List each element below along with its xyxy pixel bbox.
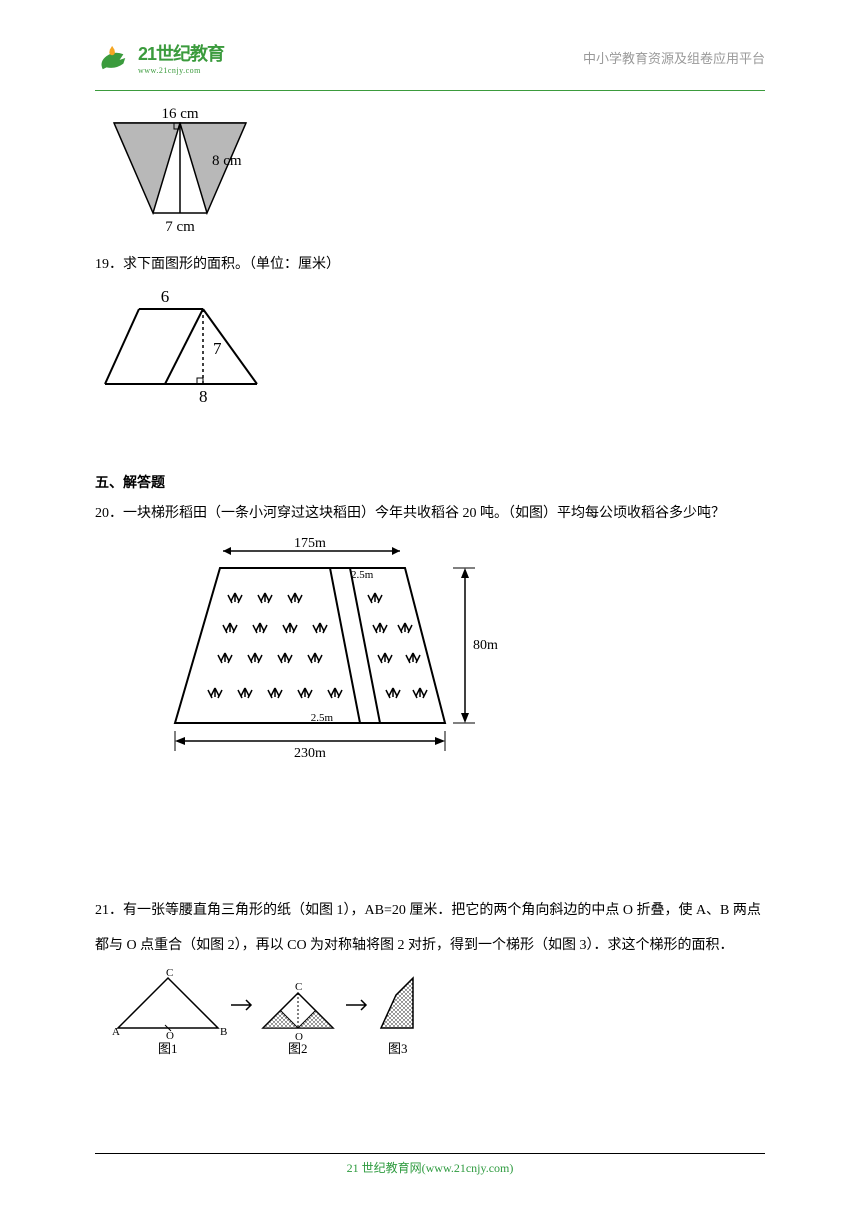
question-21: 21．有一张等腰直角三角形的纸（如图 1），AB=20 厘米．把它的两个角向斜边…: [95, 893, 765, 1072]
page-header: 21世纪教育 www.21cnjy.com 中小学教育资源及组卷应用平台: [95, 40, 765, 75]
q20-river-bot: 2.5m: [311, 712, 334, 724]
question-19: 19．求下面图形的面积。（单位：厘米）: [95, 251, 765, 279]
figure-q19: 6 7 8: [95, 284, 765, 417]
header-right-text: 中小学教育资源及组卷应用平台: [583, 48, 765, 67]
q21-text-content: 21．有一张等腰直角三角形的纸（如图 1），AB=20 厘米．把它的两个角向斜边…: [95, 903, 761, 953]
logo-sub-text: www.21cnjy.com: [138, 66, 224, 75]
q20-label-175: 175m: [294, 536, 326, 551]
header-divider: [95, 90, 765, 91]
q20-label-230: 230m: [294, 746, 326, 761]
q21-C2: C: [295, 981, 302, 993]
q21-A: A: [112, 1026, 120, 1038]
footer-text: 21 世纪教育网(www.21cnjy.com): [95, 1159, 765, 1176]
label-16cm: 16 cm: [161, 106, 198, 122]
logo-area: 21世纪教育 www.21cnjy.com: [95, 40, 224, 75]
footer-divider: [95, 1153, 765, 1154]
label-7cm: 7 cm: [165, 219, 195, 235]
q21-fig3-label: 图3: [388, 1041, 408, 1056]
q21-B: B: [220, 1026, 227, 1038]
q20-river-top: 2.5m: [351, 569, 374, 581]
q19-label-8: 8: [199, 387, 208, 406]
label-8cm: 8 cm: [212, 153, 242, 169]
q21-fig1-label: 图1: [158, 1041, 178, 1056]
figure-trapezoid-top: 16 cm 8 cm 7 cm: [100, 103, 765, 243]
q21-fig2-label: 图2: [288, 1041, 308, 1056]
q19-label-6: 6: [161, 287, 170, 306]
figure-q20: 175m 2.5m 2.5m: [135, 533, 765, 768]
logo-main-text: 21世纪教育: [138, 40, 224, 66]
question-20: 20．一块梯形稻田（一条小河穿过这块稻田）今年共收稻谷 20 吨。（如图）平均每…: [95, 500, 765, 528]
logo-text: 21世纪教育 www.21cnjy.com: [138, 40, 224, 75]
page-footer: 21 世纪教育网(www.21cnjy.com): [95, 1153, 765, 1176]
section-5-title: 五、解答题: [95, 472, 765, 492]
q19-label-7: 7: [213, 339, 222, 358]
figure-q21: A C O B 图1 C O 图2 图3: [103, 963, 443, 1072]
logo-icon: [95, 43, 133, 73]
q20-label-80: 80m: [473, 638, 498, 653]
q21-C1: C: [166, 967, 173, 979]
